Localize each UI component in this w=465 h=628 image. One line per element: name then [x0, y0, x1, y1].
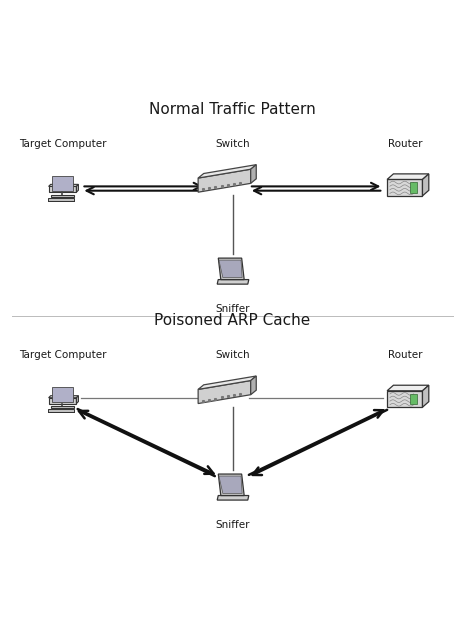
- Text: Router: Router: [387, 139, 422, 149]
- Polygon shape: [219, 476, 242, 494]
- Text: Normal Traffic Pattern: Normal Traffic Pattern: [149, 102, 316, 117]
- Polygon shape: [198, 169, 251, 192]
- Polygon shape: [387, 180, 423, 196]
- Polygon shape: [387, 174, 429, 180]
- Text: Poisoned ARP Cache: Poisoned ARP Cache: [154, 313, 311, 328]
- FancyBboxPatch shape: [410, 394, 417, 404]
- FancyBboxPatch shape: [53, 387, 73, 403]
- Text: Switch: Switch: [215, 139, 250, 149]
- Polygon shape: [387, 391, 423, 407]
- Polygon shape: [49, 187, 76, 192]
- Polygon shape: [76, 185, 79, 192]
- Polygon shape: [217, 279, 249, 284]
- Polygon shape: [49, 185, 79, 187]
- Text: Sniffer: Sniffer: [215, 520, 250, 530]
- Polygon shape: [387, 385, 429, 391]
- FancyBboxPatch shape: [48, 409, 74, 413]
- Polygon shape: [49, 396, 79, 398]
- Polygon shape: [251, 165, 256, 183]
- Polygon shape: [219, 260, 242, 278]
- Text: Router: Router: [387, 350, 422, 360]
- Text: Target Computer: Target Computer: [19, 139, 106, 149]
- Text: Switch: Switch: [215, 350, 250, 360]
- Polygon shape: [198, 376, 256, 389]
- Polygon shape: [49, 398, 76, 404]
- Polygon shape: [251, 376, 256, 395]
- FancyBboxPatch shape: [51, 406, 74, 408]
- Polygon shape: [198, 165, 256, 178]
- Text: Target Computer: Target Computer: [19, 350, 106, 360]
- Polygon shape: [217, 495, 249, 500]
- Polygon shape: [218, 474, 244, 495]
- Text: Sniffer: Sniffer: [215, 304, 250, 314]
- FancyBboxPatch shape: [53, 176, 73, 191]
- FancyBboxPatch shape: [410, 182, 417, 193]
- Polygon shape: [423, 385, 429, 407]
- FancyBboxPatch shape: [48, 198, 74, 201]
- FancyBboxPatch shape: [51, 195, 74, 197]
- Polygon shape: [218, 258, 244, 279]
- Polygon shape: [76, 396, 79, 404]
- Polygon shape: [423, 174, 429, 196]
- Polygon shape: [198, 381, 251, 404]
